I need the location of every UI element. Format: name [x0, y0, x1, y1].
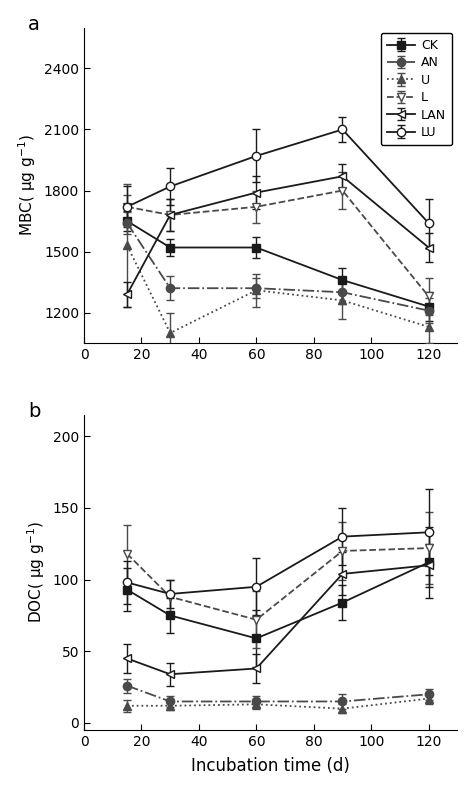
Legend: CK, AN, U, L, LAN, LU: CK, AN, U, L, LAN, LU [381, 32, 452, 145]
X-axis label: Incubation time (d): Incubation time (d) [191, 757, 350, 775]
Text: b: b [28, 402, 40, 421]
Text: a: a [28, 15, 40, 34]
Y-axis label: MBC( μg g$^{-1}$): MBC( μg g$^{-1}$) [17, 135, 38, 236]
Y-axis label: DOC( μg g$^{-1}$): DOC( μg g$^{-1}$) [26, 521, 47, 623]
